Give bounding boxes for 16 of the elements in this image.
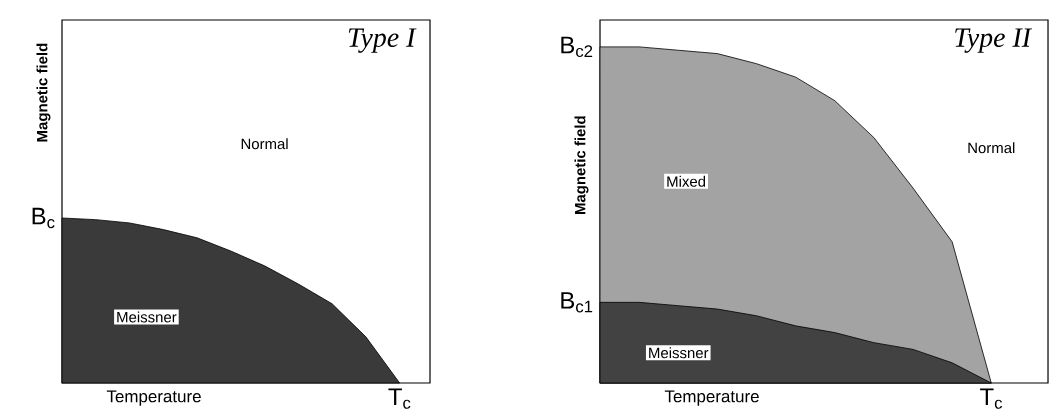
x-axis-title: Temperature xyxy=(664,390,759,406)
chart-title: Type I xyxy=(348,28,417,53)
annotation: Meissner xyxy=(117,311,177,323)
y-axis-title: Magnetic field xyxy=(574,116,589,215)
chart-title: Type II xyxy=(955,28,1033,53)
text: B$_{c2}$ xyxy=(561,36,593,58)
annotation: Mixed xyxy=(667,175,706,187)
text: Normal xyxy=(241,138,288,150)
annotation: Normal xyxy=(968,142,1015,154)
x-axis-title: Temperature xyxy=(106,390,201,406)
y-axis-title: Magnetic field xyxy=(36,43,51,142)
annotation: Meissner xyxy=(649,347,709,359)
text: B$_{c1}$ xyxy=(561,292,593,313)
text: T$_{c}$ xyxy=(980,388,1003,409)
text: B$_{c}$ xyxy=(32,207,55,229)
text: T$_{c}$ xyxy=(388,388,411,409)
